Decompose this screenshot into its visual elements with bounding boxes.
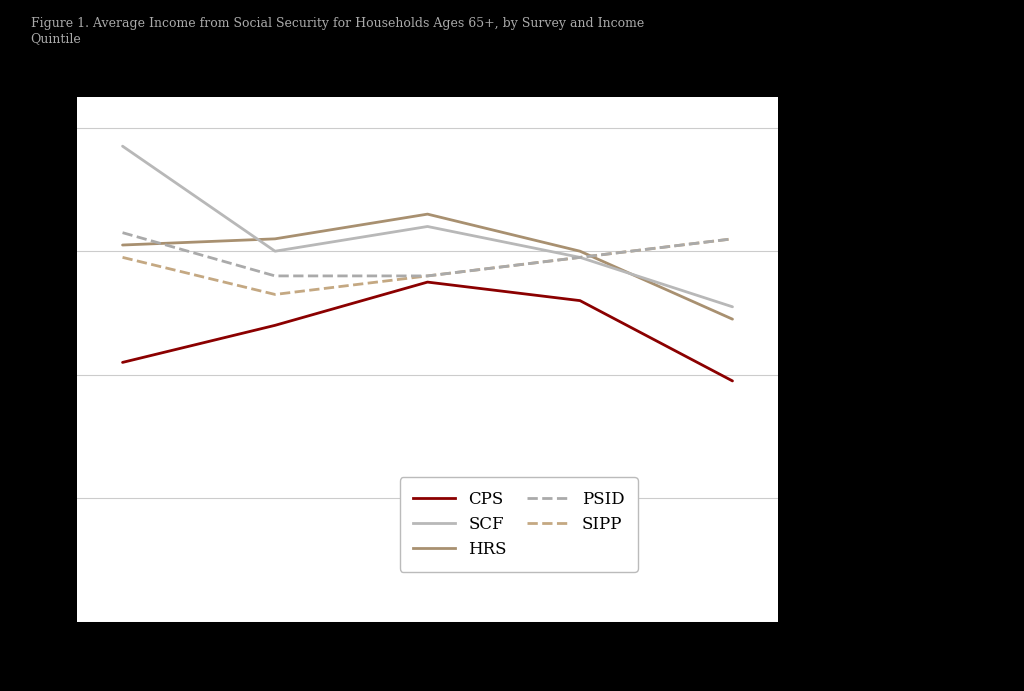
Legend: CPS, SCF, HRS, PSID, SIPP: CPS, SCF, HRS, PSID, SIPP	[399, 477, 638, 571]
Text: Figure 1. Average Income from Social Security for Households Ages 65+, by Survey: Figure 1. Average Income from Social Sec…	[31, 17, 644, 46]
